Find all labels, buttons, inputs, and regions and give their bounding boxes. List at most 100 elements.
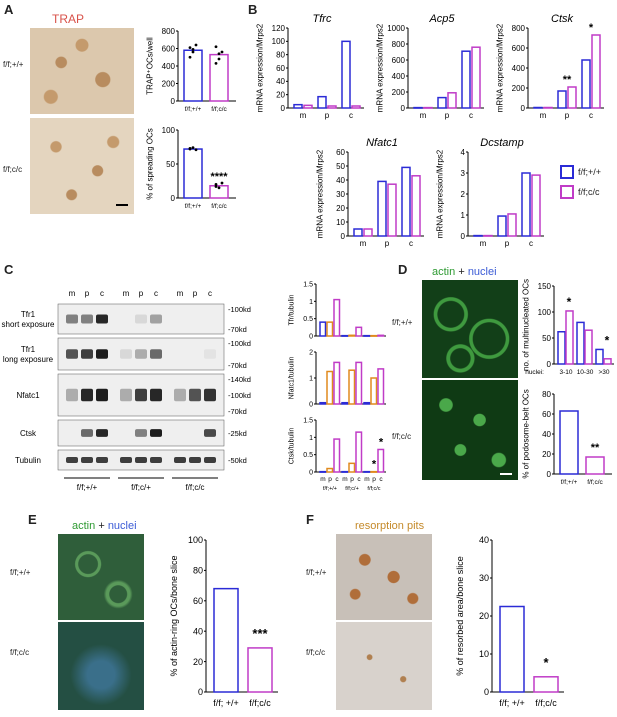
d1-ytick-label-3: 150 xyxy=(538,282,552,291)
c2-bar-7 xyxy=(370,470,378,473)
chart-a-trap-count: 0 200 400 600 800 TRAP⁺OCs/well f/f;+/+ f/f;c/c xyxy=(145,27,236,113)
b2-bar-2-wt xyxy=(581,59,591,109)
d1-ytick-label-1: 50 xyxy=(542,334,551,343)
a1-ytick-label-4: 800 xyxy=(162,27,176,36)
c-marker-3-0: -25kd xyxy=(228,429,247,438)
b3-xlabel-0: m xyxy=(360,239,367,248)
d1-bar-2-wt xyxy=(595,348,604,365)
a2-1-point-3 xyxy=(214,185,218,188)
b3-ylabel: mRNA expression/Mrps2 xyxy=(315,149,324,238)
c-band-0-2 xyxy=(96,314,108,324)
c-band-3-8 xyxy=(204,429,216,437)
a1-0-point-1 xyxy=(191,50,195,54)
b1-ytick-label-0: 0 xyxy=(401,104,406,113)
chart-b-ctsk: Ctsk 0 200 400 600 800 mRNA expression/Mrps2 m p… xyxy=(495,13,604,120)
a2-0-point-2 xyxy=(194,148,198,152)
c-band-1-5 xyxy=(150,349,162,359)
b4-bar-0-ko xyxy=(483,234,493,237)
f-ytick-label-4: 40 xyxy=(479,535,489,545)
c-lane-label-5: c xyxy=(154,289,158,298)
b0-ylabel: mRNA expression/Mrps2 xyxy=(255,23,264,112)
e-xlabel-0: f/f; +/+ xyxy=(213,698,239,708)
c-band-0-1 xyxy=(81,314,93,324)
row-label-e1: f/f;+/+ xyxy=(10,568,31,577)
c-lane-label-6: m xyxy=(177,289,184,298)
c2-ytick-label-1: 0.5 xyxy=(303,452,313,459)
c-lane-label-7: p xyxy=(193,289,198,298)
c2-bar-5 xyxy=(355,431,363,473)
a1-1-point-2 xyxy=(220,50,224,54)
a2-ylabel: % of spreading OCs xyxy=(145,128,154,200)
c-band-4-7 xyxy=(189,457,201,463)
c1-bar-8 xyxy=(377,368,385,405)
c1-bar-2 xyxy=(333,361,341,405)
scale-bar-d xyxy=(500,473,512,475)
e-bar-1 xyxy=(247,647,273,693)
f-xlabel-1: f/f;c/c xyxy=(535,698,557,708)
b2-ytick-label-0: 0 xyxy=(521,104,526,113)
a1-ytick-label-3: 600 xyxy=(162,44,176,53)
b0-xlabel-2: c xyxy=(349,111,353,120)
trap-image-ko xyxy=(30,118,134,214)
b1-ytick-label-1: 200 xyxy=(392,88,406,97)
d1-ylabel: no. of multinucleated OCs xyxy=(521,279,530,371)
c1-bar-0 xyxy=(319,401,327,405)
panel-label-e: E xyxy=(28,512,37,527)
nuclei-label-e: nuclei xyxy=(107,520,137,532)
legend-swatch-ko xyxy=(560,185,574,199)
d1-bar-0-ko xyxy=(565,310,574,365)
d2-ylabel: % of podosome-belt OCs xyxy=(521,389,530,478)
actin-label-e: actin xyxy=(72,520,96,532)
a2-ytick-label-2: 100 xyxy=(162,126,176,135)
c-blot-sub-0: short exposure xyxy=(2,320,55,329)
b0-bar-2-wt xyxy=(341,40,351,109)
c2-bar-3 xyxy=(341,470,349,473)
b4-bar-1-wt xyxy=(497,215,507,237)
c2-ylabel: Ctsk/tubulin xyxy=(289,428,296,465)
panel-label-a: A xyxy=(4,2,14,17)
a1-0-point-0 xyxy=(188,46,192,50)
c-band-2-3 xyxy=(120,388,132,402)
c1-ytick-label-0: 0 xyxy=(309,401,313,408)
b1-title: Acp5 xyxy=(428,13,455,25)
c-band-3-4 xyxy=(135,429,147,437)
b2-ytick-label-4: 800 xyxy=(512,24,526,33)
a1-ytick-label-0: 0 xyxy=(171,97,176,106)
b1-bar-1-ko xyxy=(447,92,457,109)
b0-title: Tfrc xyxy=(313,13,332,25)
chart-b-tfrc: Tfrc 0 20 40 60 80 100 120 mRNA expression/Mrps2… xyxy=(255,13,364,120)
c-band-2-4 xyxy=(135,388,147,402)
b2-ytick-label-2: 400 xyxy=(512,64,526,73)
legend-label-ko: f/f;c/c xyxy=(578,187,600,197)
b2-xlabel-0: m xyxy=(540,111,547,120)
c2-xlabel-7: p xyxy=(372,476,376,483)
c0-bar-0 xyxy=(319,321,327,337)
c-band-4-3 xyxy=(120,457,132,463)
a2-ytick-label-0: 0 xyxy=(171,194,176,203)
c-marker-2-2: -70kd xyxy=(228,407,247,416)
b4-ytick-label-0: 0 xyxy=(461,232,466,241)
d2-xlabel-0: f/f;+/+ xyxy=(561,479,578,486)
c-genotype-2: f/f;c/c xyxy=(185,483,204,492)
b1-ytick-label-3: 600 xyxy=(392,56,406,65)
a2-1-point-0 xyxy=(214,183,218,186)
c-lane-label-2: c xyxy=(100,289,104,298)
panel-label-d: D xyxy=(398,262,408,277)
b0-bar-0-ko xyxy=(303,104,313,109)
b2-ytick-label-3: 600 xyxy=(512,44,526,53)
a1-xlabel-1: f/f;c/c xyxy=(211,106,227,113)
a1-0-point-3 xyxy=(188,55,192,59)
d2-ytick-label-4: 80 xyxy=(542,390,551,399)
b0-ytick-label-3: 60 xyxy=(276,64,285,73)
c2-sig-7: * xyxy=(372,459,377,471)
b1-xlabel-0: m xyxy=(420,111,427,120)
b4-bar-0-wt xyxy=(473,234,483,237)
c-band-1-1 xyxy=(81,349,93,359)
chart-c-nfatc1: 0 1 2 Nfatc1/tubulin xyxy=(289,349,386,408)
c-band-0-0 xyxy=(66,314,78,324)
a1-1-point-1 xyxy=(217,57,221,61)
d2-xlabel-1: f/f;c/c xyxy=(587,479,603,486)
c2-xlabel-5: c xyxy=(357,476,361,483)
a2-ytick-label-1: 50 xyxy=(166,160,175,169)
chart-c-tfr: 0 0.5 1 1.5 Tfr/tubulin xyxy=(289,281,386,340)
